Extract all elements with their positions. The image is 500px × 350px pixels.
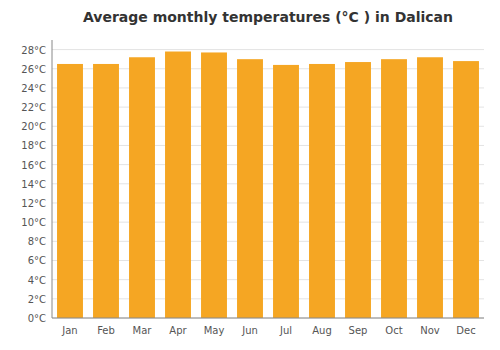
bar <box>345 62 371 318</box>
x-tick-label: Jul <box>279 325 292 336</box>
bar <box>129 57 155 318</box>
chart: Average monthly temperatures (°C ) in Da… <box>0 0 500 350</box>
bar <box>309 64 335 318</box>
bar <box>93 64 119 318</box>
x-tick-label: Aug <box>312 325 332 336</box>
bar <box>453 61 479 318</box>
chart-container: Average monthly temperatures (°C ) in Da… <box>0 0 500 350</box>
chart-title: Average monthly temperatures (°C ) in Da… <box>83 9 453 25</box>
x-tick-label: May <box>204 325 225 336</box>
bar <box>237 59 263 318</box>
y-tick-label: 22°C <box>21 102 46 113</box>
x-tick-label: Dec <box>456 325 475 336</box>
y-tick-label: 14°C <box>21 179 46 190</box>
bar <box>165 52 191 318</box>
bar <box>273 65 299 318</box>
y-tick-label: 24°C <box>21 83 46 94</box>
grid-line <box>52 318 484 319</box>
x-tick-label: Jun <box>241 325 258 336</box>
y-tick-label: 26°C <box>21 64 46 75</box>
y-tick-label: 0°C <box>28 313 46 324</box>
y-tick-label: 20°C <box>21 121 46 132</box>
x-tick-label: Mar <box>133 325 153 336</box>
x-tick-label: Apr <box>169 325 187 336</box>
x-axis-line <box>52 318 484 319</box>
x-tick-label: Sep <box>349 325 368 336</box>
y-tick-label: 10°C <box>21 217 46 228</box>
y-axis-line <box>52 40 53 318</box>
bar <box>417 57 443 318</box>
y-tick-label: 18°C <box>21 140 46 151</box>
x-tick-label: Feb <box>97 325 115 336</box>
y-tick-label: 4°C <box>28 275 46 286</box>
bars <box>57 52 479 318</box>
grid <box>52 50 484 318</box>
y-tick-label: 2°C <box>28 294 46 305</box>
y-tick-label: 12°C <box>21 198 46 209</box>
bar <box>201 52 227 318</box>
y-tick-label: 16°C <box>21 160 46 171</box>
y-tick-label: 8°C <box>28 236 46 247</box>
bar <box>381 59 407 318</box>
x-tick-label: Nov <box>420 325 440 336</box>
grid-line <box>52 49 484 50</box>
x-tick-label: Jan <box>61 325 77 336</box>
y-tick-label: 28°C <box>21 45 46 56</box>
y-tick-label: 6°C <box>28 255 46 266</box>
x-tick-label: Oct <box>385 325 402 336</box>
bar <box>57 64 83 318</box>
